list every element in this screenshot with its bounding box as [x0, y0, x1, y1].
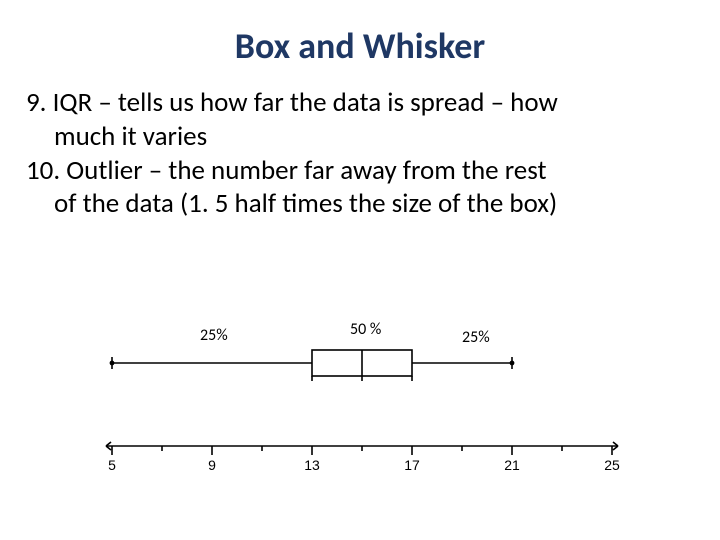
svg-text:13: 13 [304, 457, 320, 473]
percent-label-right: 25% [462, 328, 490, 347]
percent-label-left: 25% [200, 326, 228, 345]
figure-area: 25% 50 % 25% 5 9 13 17 21 25 [82, 298, 642, 488]
svg-text:25: 25 [604, 457, 620, 473]
item-10-line-2: of the data (1. 5 half times the size of… [26, 187, 694, 221]
svg-text:5: 5 [108, 457, 116, 473]
item-9-line-2: much it varies [26, 120, 694, 154]
svg-text:17: 17 [404, 457, 420, 473]
svg-text:9: 9 [208, 457, 216, 473]
slide: Box and Whisker 9. IQR – tells us how fa… [0, 0, 720, 540]
percent-label-middle: 50 % [350, 320, 381, 339]
page-title: Box and Whisker [0, 0, 720, 86]
item-9-line-1: 9. IQR – tells us how far the data is sp… [26, 86, 694, 120]
svg-text:21: 21 [504, 457, 520, 473]
item-10-line-1: 10. Outlier – the number far away from t… [26, 154, 694, 188]
body-text: 9. IQR – tells us how far the data is sp… [26, 86, 694, 221]
